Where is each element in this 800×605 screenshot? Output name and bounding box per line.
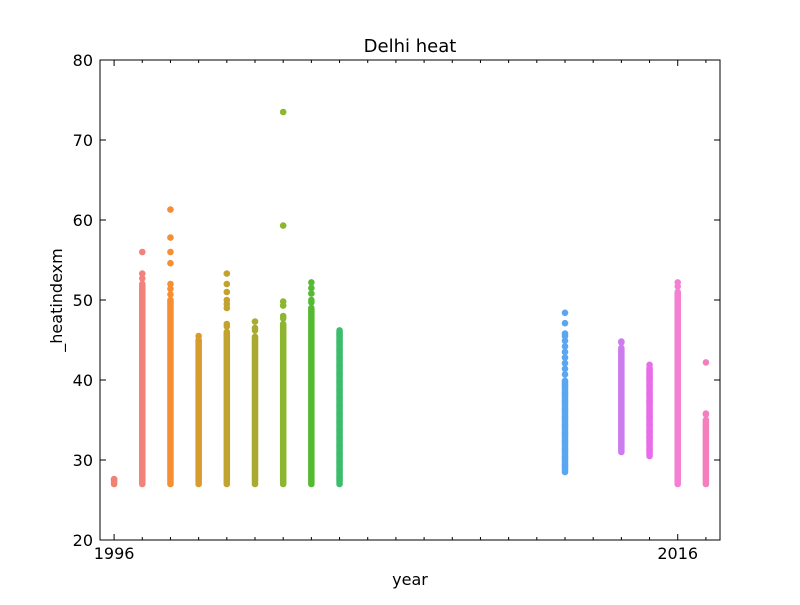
series-1998 xyxy=(167,206,174,488)
data-point xyxy=(561,365,569,373)
outlier-point xyxy=(561,330,569,337)
data-point xyxy=(167,280,174,288)
series-2017 xyxy=(702,359,710,488)
outlier-point xyxy=(223,304,231,312)
outlier-point xyxy=(223,280,231,288)
data-point xyxy=(251,324,259,332)
outlier-point xyxy=(138,248,146,256)
outlier-point xyxy=(646,420,653,428)
series-2000 xyxy=(223,270,231,488)
outlier-point xyxy=(223,288,231,296)
series-2003 xyxy=(308,279,315,488)
outlier-point xyxy=(646,372,653,380)
data-point xyxy=(279,320,287,328)
outlier-point xyxy=(646,412,653,420)
data-point xyxy=(618,338,625,345)
outlier-point xyxy=(167,248,174,256)
data-point xyxy=(110,475,118,483)
y-axis-label: _heatindexm xyxy=(47,248,67,352)
data-point xyxy=(223,320,231,328)
y-tick-label: 70 xyxy=(73,131,93,150)
data-point xyxy=(674,279,682,286)
outlier-point xyxy=(279,222,287,229)
outlier-point xyxy=(279,108,287,116)
y-tick-label: 30 xyxy=(73,451,93,470)
data-point xyxy=(674,288,682,296)
data-point xyxy=(646,361,653,369)
y-axis-ticks: 20 30 40 50 60 70 80 xyxy=(73,51,720,550)
series-1999 xyxy=(195,332,202,488)
x-tick-label: 1996 xyxy=(94,544,135,563)
data-point xyxy=(308,296,315,304)
outlier-point xyxy=(561,319,569,327)
outlier-point xyxy=(279,302,287,309)
plot-frame xyxy=(99,59,721,541)
outlier-point xyxy=(167,206,174,213)
data-point xyxy=(561,343,569,350)
data-point xyxy=(138,275,146,282)
outlier-point xyxy=(646,397,653,405)
y-tick-label: 80 xyxy=(73,51,93,70)
data-point xyxy=(308,304,315,312)
outlier-point xyxy=(308,290,315,297)
data-point xyxy=(561,337,569,345)
data-point xyxy=(167,296,174,304)
data-point xyxy=(223,328,231,336)
series-2001 xyxy=(251,318,259,488)
series-2002 xyxy=(279,108,287,488)
outlier-point xyxy=(308,279,315,286)
data-point xyxy=(561,371,569,378)
series-2016 xyxy=(674,279,682,488)
data-point xyxy=(561,348,569,356)
data-point xyxy=(138,280,146,288)
outlier-point xyxy=(646,434,653,441)
data-point xyxy=(138,270,146,277)
x-axis-ticks: 1996 2016 xyxy=(94,60,707,563)
x-tick-label: 2016 xyxy=(657,544,698,563)
outlier-point xyxy=(251,318,259,325)
chart-title: Delhi heat xyxy=(364,36,457,57)
data-point xyxy=(702,416,710,424)
y-tick-label: 20 xyxy=(73,531,93,550)
data-points xyxy=(110,108,710,488)
y-tick-label: 60 xyxy=(73,211,93,230)
outlier-point xyxy=(167,259,174,267)
outlier-point xyxy=(561,309,569,317)
data-point xyxy=(618,344,625,352)
data-point xyxy=(561,359,569,367)
data-point xyxy=(195,332,202,340)
x-axis-label: year xyxy=(392,570,428,589)
outlier-point xyxy=(308,284,315,292)
series-2015 xyxy=(646,361,653,460)
series-2014 xyxy=(618,338,625,456)
data-point xyxy=(561,377,569,385)
series-2012 xyxy=(561,309,569,476)
data-point xyxy=(167,285,174,293)
data-point xyxy=(336,327,343,334)
data-point xyxy=(167,291,174,298)
data-point xyxy=(702,410,710,417)
series-1996 xyxy=(110,475,118,488)
data-point xyxy=(279,312,287,320)
series-2004 xyxy=(336,327,343,488)
data-point xyxy=(561,354,569,361)
outlier-point xyxy=(702,359,710,366)
outlier-point xyxy=(646,427,653,435)
series-1997 xyxy=(138,248,146,488)
outlier-point xyxy=(167,234,174,241)
outlier-point xyxy=(223,270,231,277)
data-point xyxy=(251,333,259,341)
y-tick-label: 40 xyxy=(73,371,93,390)
y-tick-label: 50 xyxy=(73,291,93,310)
